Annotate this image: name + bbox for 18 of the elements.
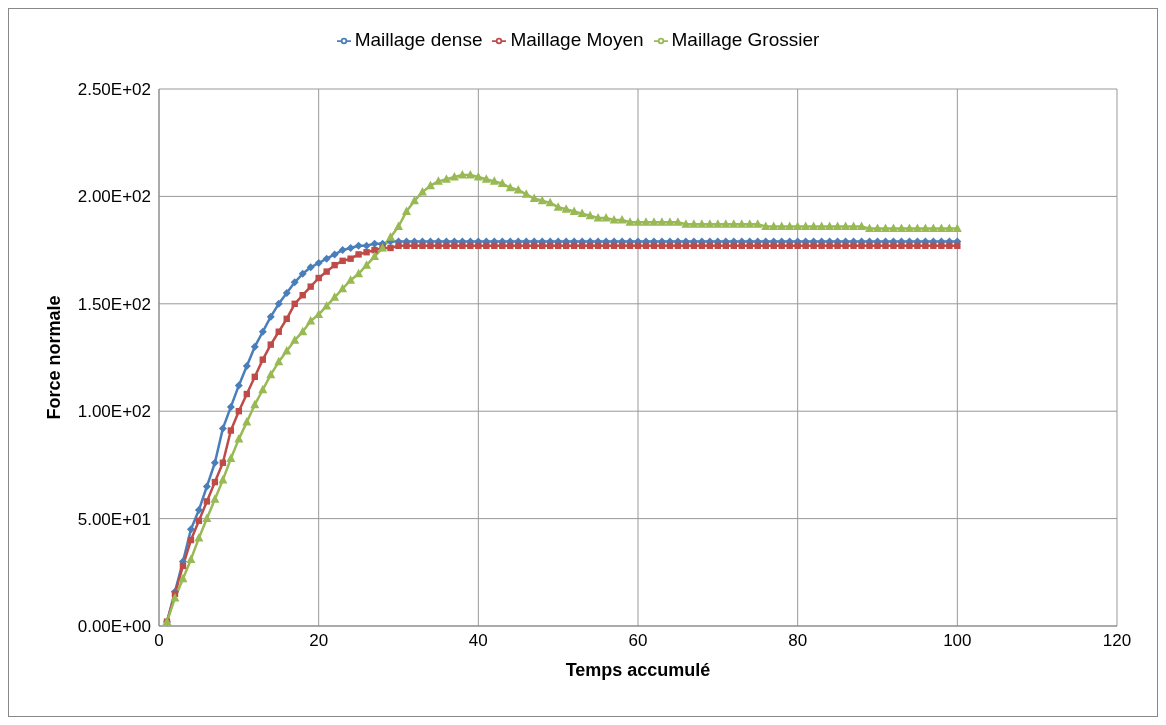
y-axis-title: Force normale: [44, 295, 65, 420]
x-tick-label: 60: [628, 631, 648, 651]
y-tick-label: 1.00E+02: [77, 402, 151, 422]
x-tick-label: 80: [788, 631, 808, 651]
legend-label: Maillage dense: [354, 29, 483, 50]
y-tick-label: 5.00E+01: [77, 509, 151, 529]
y-tick-label: 1.50E+02: [77, 294, 151, 314]
y-tick-label: 2.00E+02: [77, 187, 151, 207]
legend-label: Maillage Grossier: [671, 29, 820, 50]
x-tick-label: 40: [468, 631, 488, 651]
x-tick-label: 100: [943, 631, 972, 651]
x-tick-label: 120: [1102, 631, 1132, 651]
y-tick-label: 2.50E+02: [77, 80, 151, 100]
x-tick-label: 0: [154, 631, 164, 651]
legend-label: Maillage Moyen: [510, 29, 644, 50]
x-tick-label: 20: [309, 631, 329, 651]
y-tick-label: 0.00E+00: [77, 617, 151, 637]
x-axis-title: Temps accumulé: [565, 660, 711, 680]
